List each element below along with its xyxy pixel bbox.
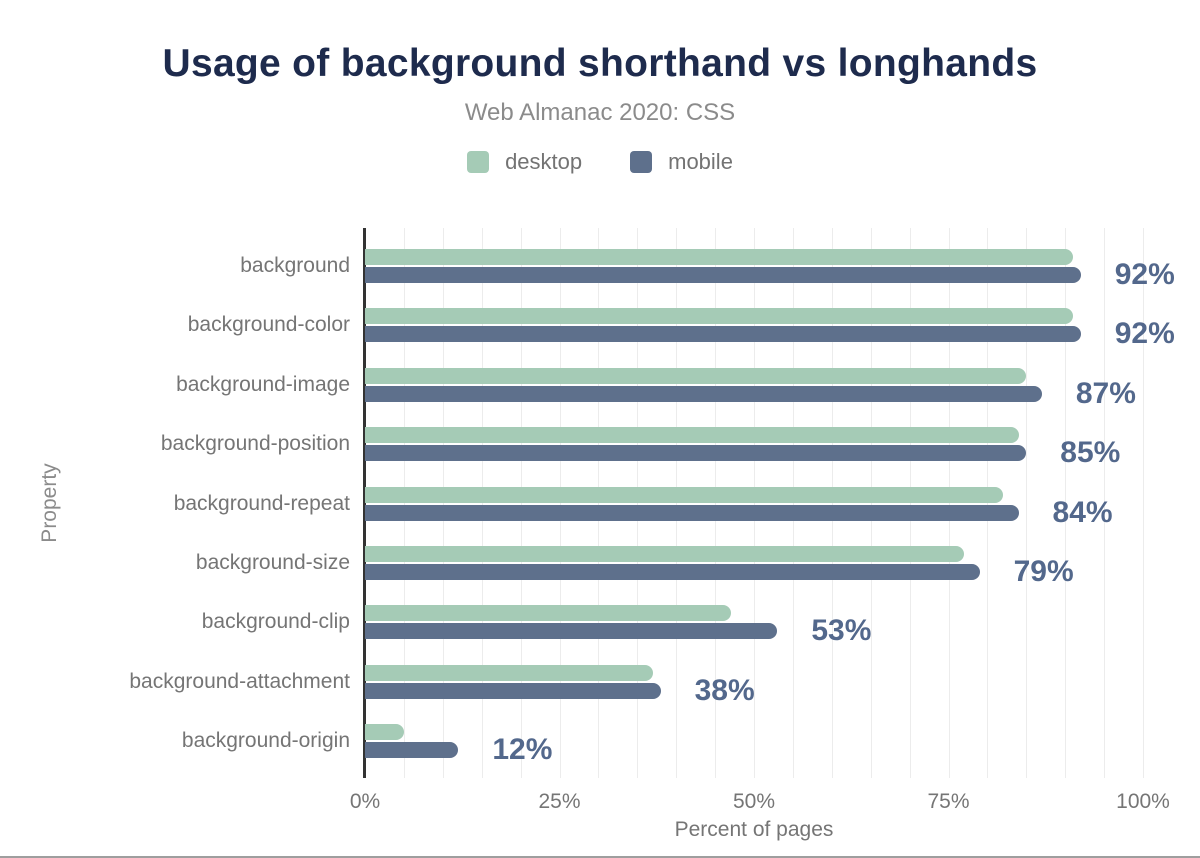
value-label-background-origin: 12%	[492, 733, 553, 767]
chart-row-background-attachment: background-attachment 38%	[129, 644, 1143, 707]
gridline-80	[987, 228, 989, 778]
value-label-background-size: 79%	[1013, 555, 1074, 588]
value-label-background-color: 92%	[1114, 317, 1175, 351]
chart-row-background-size: background-size 79%	[196, 525, 1143, 588]
chart-title: Usage of background shorthand vs longhan…	[162, 42, 1038, 85]
bar-desktop-background-position	[365, 427, 1019, 444]
gridline-25	[559, 228, 561, 778]
bar-mobile-background-image	[365, 385, 1042, 402]
gridline-15	[481, 228, 483, 778]
mobile-swatch	[630, 151, 653, 173]
category-label-background-size: background-size	[195, 551, 350, 574]
x-axis-title: Percent of pages	[674, 818, 834, 841]
gridline-20	[520, 228, 522, 778]
gridline-50	[754, 228, 755, 778]
bar-desktop-background-image	[365, 367, 1027, 384]
category-label-background-origin: background-origin	[181, 729, 350, 753]
bar-mobile-background-clip	[365, 623, 778, 640]
gridline-90	[1065, 228, 1067, 778]
bar-mobile-background-size	[365, 564, 980, 580]
gridline-10	[442, 228, 444, 778]
legend-item-desktop: desktop	[467, 149, 582, 175]
bar-desktop-background-origin	[365, 724, 404, 741]
category-label-background-position: background-position	[160, 432, 350, 456]
bar-mobile-background-color	[365, 326, 1081, 343]
gridline-100	[1143, 228, 1144, 778]
x-tick-25pct: 25%	[538, 790, 581, 813]
gridline-35	[637, 228, 639, 778]
bar-mobile-background-repeat	[365, 504, 1019, 521]
value-label-background-attachment: 38%	[694, 673, 755, 707]
chart-row-background-position: background-position 85%	[161, 406, 1143, 469]
chart-row-background-image: background-image 87%	[176, 347, 1143, 410]
chart-row-background-color: background-color 92%	[188, 287, 1175, 350]
mobile-legend-label: mobile	[668, 149, 733, 174]
gridline-65	[870, 228, 872, 778]
bar-desktop-background-color	[365, 308, 1073, 325]
gridline-95	[1104, 228, 1106, 778]
bar-desktop-background-repeat	[365, 486, 1003, 503]
value-label-background: 92%	[1114, 258, 1175, 291]
desktop-swatch	[467, 151, 490, 173]
bar-mobile-background	[365, 267, 1081, 283]
gridline-75	[948, 228, 950, 778]
gridline-60	[831, 228, 833, 778]
value-label-background-image: 87%	[1075, 376, 1136, 410]
gridline-85	[1026, 228, 1028, 778]
bar-desktop-background-size	[365, 546, 965, 562]
value-label-background-repeat: 84%	[1052, 495, 1113, 529]
gridline-5	[403, 228, 405, 778]
category-label-background-image: background-image	[176, 372, 350, 396]
bar-desktop-background	[365, 249, 1073, 265]
x-tick-75pct: 75%	[927, 790, 970, 813]
bar-mobile-background-origin	[365, 742, 459, 759]
gridline-55	[792, 228, 794, 778]
desktop-legend-label: desktop	[505, 149, 583, 174]
plot-area: background 92% background-color 92% back…	[129, 228, 1175, 813]
category-label-background-color: background-color	[187, 313, 350, 337]
y-axis-line	[363, 228, 366, 778]
category-label-background: background	[240, 254, 350, 277]
value-label-background-position: 85%	[1060, 436, 1121, 470]
x-tick-50pct: 50%	[732, 790, 776, 813]
x-tick-0pct: 0%	[349, 790, 381, 813]
bar-desktop-background-attachment	[365, 664, 653, 681]
gridline-45	[715, 228, 717, 778]
bar-mobile-background-position	[365, 445, 1027, 462]
chart-row-background-clip: background-clip 53%	[202, 584, 1143, 647]
gridline-70	[909, 228, 911, 778]
bar-mobile-background-attachment	[365, 682, 661, 699]
chart-row-background: background 92%	[240, 228, 1175, 291]
category-label-background-clip: background-clip	[201, 610, 350, 634]
legend-item-mobile: mobile	[630, 149, 733, 175]
value-label-background-clip: 53%	[811, 614, 872, 648]
chart-subtitle: Web Almanac 2020: CSS	[464, 99, 736, 126]
x-tick-100pct: 100%	[1116, 790, 1170, 813]
gridline-30	[598, 228, 600, 778]
chart-row-background-repeat: background-repeat 84%	[174, 466, 1143, 529]
bar-desktop-background-clip	[365, 605, 731, 622]
category-label-background-repeat: background-repeat	[173, 491, 350, 515]
category-label-background-attachment: background-attachment	[129, 669, 350, 693]
legend: desktop mobile	[0, 149, 1200, 175]
chart-row-background-origin: background-origin 12%	[182, 703, 1143, 766]
gridline-40	[676, 228, 678, 778]
